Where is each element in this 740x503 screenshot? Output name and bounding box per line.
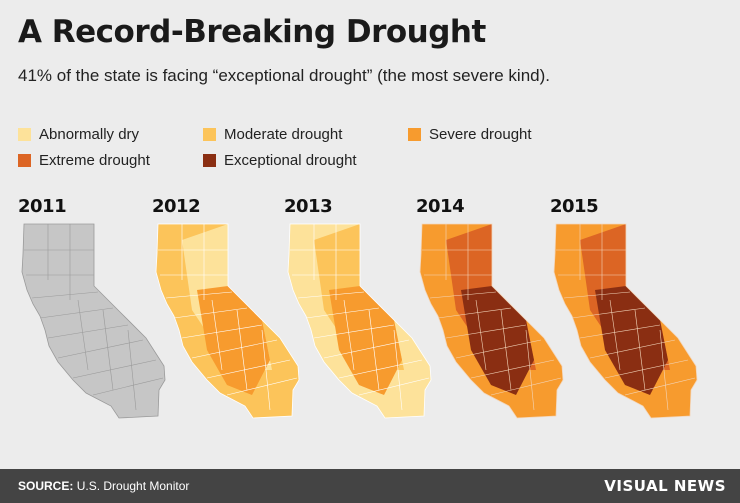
county-boundary	[445, 324, 527, 339]
county-boundary	[313, 324, 395, 339]
county-boundary	[429, 291, 497, 299]
county-boundary	[563, 291, 631, 299]
legend-item-severe-drought: Severe drought	[408, 124, 532, 144]
county-boundary	[437, 307, 512, 319]
drought-zone	[461, 286, 534, 395]
page-title: A Record-Breaking Drought	[18, 14, 486, 50]
legend-swatch	[203, 153, 216, 167]
state-outline	[287, 223, 432, 419]
county-boundary	[127, 329, 137, 411]
map-year-label: 2013	[284, 196, 333, 217]
county-boundary	[475, 299, 487, 371]
state-outline	[419, 223, 564, 419]
county-boundary	[393, 329, 403, 411]
county-boundary	[211, 299, 223, 371]
county-boundary	[525, 329, 535, 411]
california-map	[21, 223, 166, 419]
county-boundary	[624, 377, 696, 396]
state-base-fill	[22, 224, 165, 418]
california-map	[419, 223, 564, 419]
map-year-label: 2012	[152, 196, 201, 217]
county-boundary	[47, 324, 129, 339]
county-boundary	[500, 309, 512, 391]
county-boundary	[31, 291, 99, 299]
legend: Abnormally dry Moderate drought Severe d…	[18, 124, 578, 174]
county-boundary	[39, 307, 114, 319]
california-map	[553, 223, 698, 419]
state-outline	[21, 223, 166, 419]
drought-zone	[329, 286, 402, 395]
county-boundary	[261, 329, 271, 411]
california-map	[155, 223, 300, 419]
county-boundary	[226, 377, 298, 396]
county-boundary	[173, 307, 248, 319]
county-boundary	[490, 377, 562, 396]
county-boundary	[338, 359, 423, 379]
map-year-label: 2011	[18, 196, 67, 217]
county-boundary	[589, 339, 676, 359]
legend-item-abnormally-dry: Abnormally dry	[18, 124, 139, 144]
map-panel-2014: 2014	[416, 190, 566, 440]
county-boundary	[455, 339, 542, 359]
county-boundary	[358, 377, 430, 396]
california-map	[287, 223, 432, 419]
map-panel-2013: 2013	[284, 190, 434, 440]
page-subtitle: 41% of the state is facing “exceptional …	[18, 66, 550, 85]
county-boundary	[236, 309, 248, 391]
footer: SOURCE: U.S. Drought Monitor VISUAL NEWS	[0, 469, 740, 503]
legend-label: Moderate drought	[224, 125, 343, 143]
county-boundary	[571, 307, 646, 319]
county-boundary	[206, 359, 291, 379]
legend-item-extreme-drought: Extreme drought	[18, 150, 150, 170]
county-boundary	[305, 307, 380, 319]
source-value: U.S. Drought Monitor	[76, 479, 190, 493]
county-boundary	[57, 339, 144, 359]
legend-swatch	[18, 127, 31, 141]
county-boundary	[659, 329, 669, 411]
state-outline	[155, 223, 300, 419]
legend-item-exceptional-drought: Exceptional drought	[203, 150, 357, 170]
county-boundary	[634, 309, 646, 391]
legend-item-moderate-drought: Moderate drought	[203, 124, 342, 144]
drought-zone	[197, 286, 270, 395]
county-boundary	[604, 359, 689, 379]
map-panel-2012: 2012	[152, 190, 302, 440]
legend-swatch	[18, 153, 31, 167]
legend-swatch	[408, 127, 421, 141]
drought-zone	[595, 286, 668, 395]
county-boundary	[368, 309, 380, 391]
county-boundary	[579, 324, 661, 339]
county-boundary	[323, 339, 410, 359]
source-label: SOURCE:	[18, 479, 74, 493]
drought-maps: 2011 2012 2013 2014 2015	[0, 190, 740, 440]
county-boundary	[609, 299, 621, 371]
county-boundary	[165, 291, 233, 299]
map-panel-2015: 2015	[550, 190, 700, 440]
brand-logo: VISUAL NEWS	[604, 477, 726, 495]
map-year-label: 2015	[550, 196, 599, 217]
map-panel-2011: 2011	[18, 190, 168, 440]
county-boundary	[343, 299, 355, 371]
legend-label: Abnormally dry	[39, 125, 140, 143]
source-credit: SOURCE: U.S. Drought Monitor	[18, 479, 189, 493]
county-boundary	[102, 309, 114, 391]
legend-swatch	[203, 127, 216, 141]
legend-label: Extreme drought	[39, 151, 150, 169]
state-outline	[553, 223, 698, 419]
county-boundary	[181, 324, 263, 339]
legend-label: Severe drought	[429, 125, 532, 143]
county-boundary	[191, 339, 278, 359]
map-year-label: 2014	[416, 196, 465, 217]
county-boundary	[297, 291, 365, 299]
county-boundary	[72, 359, 157, 379]
county-boundary	[92, 377, 164, 396]
county-boundary	[77, 299, 89, 371]
legend-label: Exceptional drought	[224, 151, 357, 169]
county-boundary	[470, 359, 555, 379]
